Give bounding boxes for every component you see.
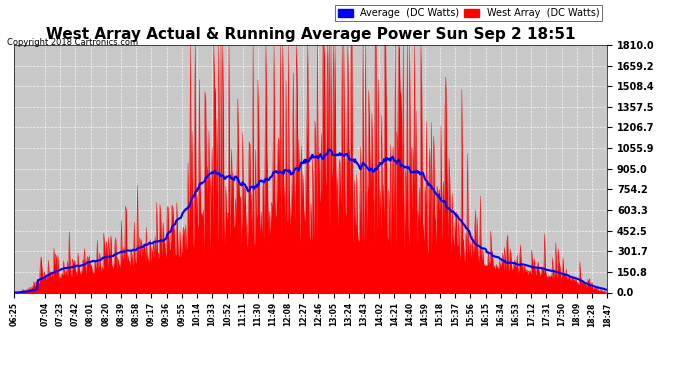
Title: West Array Actual & Running Average Power Sun Sep 2 18:51: West Array Actual & Running Average Powe… — [46, 27, 575, 42]
Legend: Average  (DC Watts), West Array  (DC Watts): Average (DC Watts), West Array (DC Watts… — [335, 5, 602, 21]
Text: Copyright 2018 Cartronics.com: Copyright 2018 Cartronics.com — [7, 38, 138, 47]
